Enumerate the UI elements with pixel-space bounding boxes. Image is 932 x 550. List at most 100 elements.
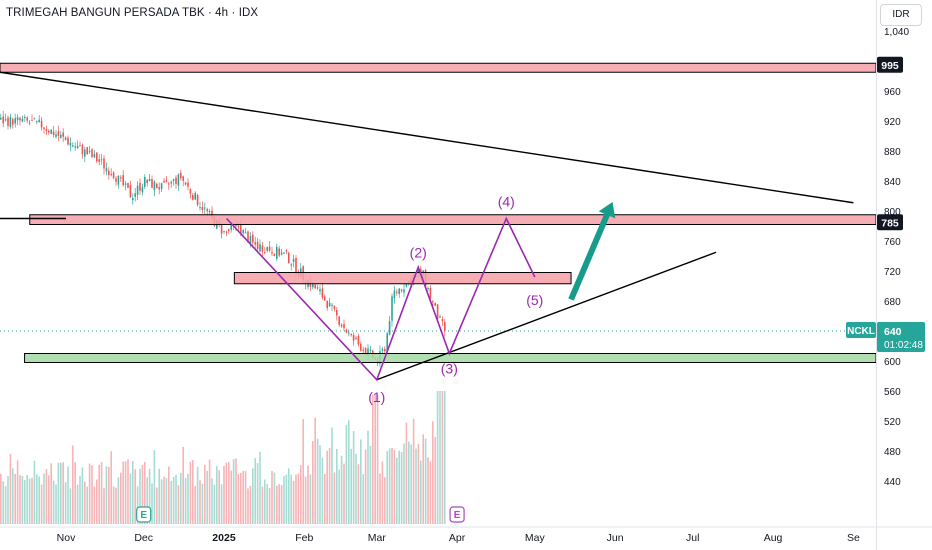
volume-bar: [237, 474, 240, 524]
candle-body: [283, 252, 285, 254]
candle-body: [225, 231, 228, 233]
volume-bar: [81, 467, 84, 524]
volume-bar: [345, 424, 348, 524]
candle-body: [141, 187, 144, 193]
wave-label: (4): [498, 194, 515, 210]
candle-body: [324, 296, 326, 301]
candle-body: [357, 336, 360, 345]
volume-bar: [374, 394, 376, 524]
candle-body: [348, 332, 350, 334]
target-arrow: [568, 202, 616, 301]
volume-bar: [14, 473, 16, 524]
volume-bar: [302, 418, 304, 524]
volume-bar: [264, 479, 266, 524]
volume-bar: [309, 474, 312, 524]
candle-body: [254, 242, 256, 245]
candle-body: [175, 177, 177, 185]
candle-body: [110, 174, 112, 176]
candle-body: [321, 288, 324, 298]
volume-bar: [348, 420, 350, 524]
volume-bar: [228, 461, 230, 524]
zone-resistance-995: [0, 62, 877, 73]
candle-body: [156, 183, 158, 189]
candle-body: [208, 211, 211, 213]
candle-body: [405, 283, 408, 287]
volume-bar: [84, 481, 86, 524]
candle-body: [290, 264, 292, 266]
candle-body: [74, 146, 76, 148]
candle-body: [242, 230, 244, 234]
volume-bar: [0, 473, 2, 524]
volume-bar: [259, 451, 261, 524]
candle-body: [16, 117, 19, 121]
candle-body: [199, 207, 201, 209]
volume-bar: [280, 485, 283, 524]
volume-bar: [16, 460, 19, 524]
current-price-label: 640: [884, 326, 902, 338]
volume-bar: [439, 391, 441, 524]
volume-bar: [261, 486, 264, 524]
candle-body: [43, 127, 45, 129]
volume-bar: [69, 488, 72, 524]
candle-body: [240, 224, 242, 235]
candle-body: [91, 149, 93, 157]
volume-bar: [362, 474, 364, 524]
candle-body: [206, 209, 208, 212]
volume-bar: [434, 437, 436, 524]
volume-bar: [312, 441, 314, 524]
candle-body: [69, 142, 72, 146]
candle-body: [76, 146, 79, 149]
candle-body: [352, 334, 355, 341]
candle-body: [72, 145, 74, 147]
volume-bar: [110, 451, 112, 524]
candle-body: [12, 119, 14, 125]
volume-bar: [316, 438, 319, 524]
volume-bar: [213, 484, 216, 524]
volume-bar: [336, 449, 338, 524]
time-tick-label: Feb: [295, 532, 313, 544]
volume-bar: [55, 484, 57, 524]
price-tick-label: 520: [884, 417, 901, 428]
volume-bar: [62, 462, 64, 524]
volume-bar: [266, 484, 268, 524]
volume-bar: [199, 480, 201, 524]
currency-button[interactable]: IDR: [880, 4, 922, 26]
volume-bar: [343, 463, 345, 524]
candle-body: [393, 290, 396, 299]
candle-body: [31, 119, 33, 121]
time-tick-label: Mar: [368, 532, 387, 544]
volume-bar: [201, 483, 204, 524]
candle-body: [139, 183, 141, 191]
candle-body: [136, 185, 139, 195]
volume-bar: [4, 486, 7, 524]
candle-body: [124, 183, 127, 185]
volume-bar: [184, 478, 187, 524]
volume-bar: [127, 459, 129, 524]
volume-bar: [415, 448, 417, 524]
candle-body: [280, 252, 283, 255]
candle-body: [52, 131, 55, 136]
earnings-marker-label: E: [140, 510, 147, 521]
time-tick-label: Nov: [57, 532, 76, 544]
candle-body: [244, 232, 247, 234]
candle-body: [168, 183, 170, 185]
volume-bar: [432, 421, 434, 524]
volume-bar: [19, 475, 21, 524]
time-tick-label: Jul: [686, 532, 699, 544]
volume-bar: [31, 477, 33, 524]
candle-body: [134, 193, 136, 197]
candle-body: [172, 179, 175, 181]
price-tick-label: 800: [884, 207, 901, 218]
volume-bar: [220, 484, 223, 524]
candle-body: [391, 296, 393, 321]
volume-bar: [240, 472, 242, 524]
volume-bar: [146, 477, 148, 524]
candle-body: [434, 302, 436, 306]
candle-body: [96, 152, 98, 162]
volume-bar: [328, 447, 331, 524]
volume-bar: [177, 485, 180, 524]
volume-bar: [88, 463, 91, 524]
candle-body: [79, 145, 81, 147]
volume-bar: [158, 468, 160, 524]
